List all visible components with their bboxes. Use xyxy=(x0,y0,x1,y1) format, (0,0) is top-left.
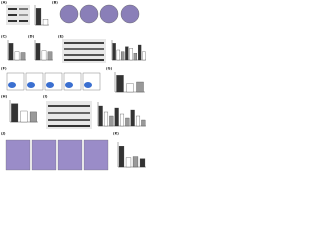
colony-plates xyxy=(59,4,140,24)
bar xyxy=(125,157,132,168)
figure: (A) (B) (C) (D) (E) (F) (G) (H) (I) (J) (K) xyxy=(1,0,146,171)
panel-label: (C) xyxy=(1,34,7,38)
bar xyxy=(35,8,42,26)
bar xyxy=(35,43,41,61)
bar xyxy=(118,146,125,168)
bar xyxy=(139,158,146,168)
flow-dots xyxy=(8,82,92,88)
bar xyxy=(120,51,125,61)
panel-label: (K) xyxy=(113,131,119,135)
panel-label: (B) xyxy=(52,0,58,4)
bar xyxy=(8,43,14,61)
panel-label: (H) xyxy=(1,94,8,98)
bar xyxy=(133,53,138,61)
bar xyxy=(114,107,119,127)
bar xyxy=(125,46,129,61)
panel-label: (E) xyxy=(58,34,64,38)
panel-label: (F) xyxy=(1,66,7,70)
bar xyxy=(41,50,47,61)
bar xyxy=(14,51,20,61)
bar xyxy=(29,111,37,123)
panel-label: (D) xyxy=(28,34,35,38)
bar xyxy=(136,81,144,93)
bar xyxy=(126,83,134,93)
bar xyxy=(20,110,28,123)
bar xyxy=(42,19,49,26)
bar xyxy=(141,119,146,127)
bar xyxy=(130,109,135,127)
bar xyxy=(109,115,114,127)
bar xyxy=(137,44,142,61)
bar xyxy=(103,111,109,127)
bar xyxy=(20,52,26,61)
bar xyxy=(129,48,133,61)
bar xyxy=(132,156,139,168)
bar xyxy=(135,115,141,127)
bar xyxy=(47,51,53,61)
bar xyxy=(116,49,121,61)
bar xyxy=(119,113,125,127)
panel-label: (G) xyxy=(106,66,112,70)
bar xyxy=(98,105,103,127)
bar xyxy=(142,51,146,61)
bar xyxy=(112,43,116,61)
bar xyxy=(125,117,130,127)
bar xyxy=(116,75,124,93)
bar xyxy=(11,103,19,123)
panel-label: (A) xyxy=(1,0,7,4)
blot xyxy=(46,101,92,129)
panel-label: (I) xyxy=(43,94,48,98)
blot xyxy=(62,39,106,63)
panel-label: (J) xyxy=(1,131,6,135)
transwell-images xyxy=(5,139,109,171)
blot xyxy=(6,5,30,25)
